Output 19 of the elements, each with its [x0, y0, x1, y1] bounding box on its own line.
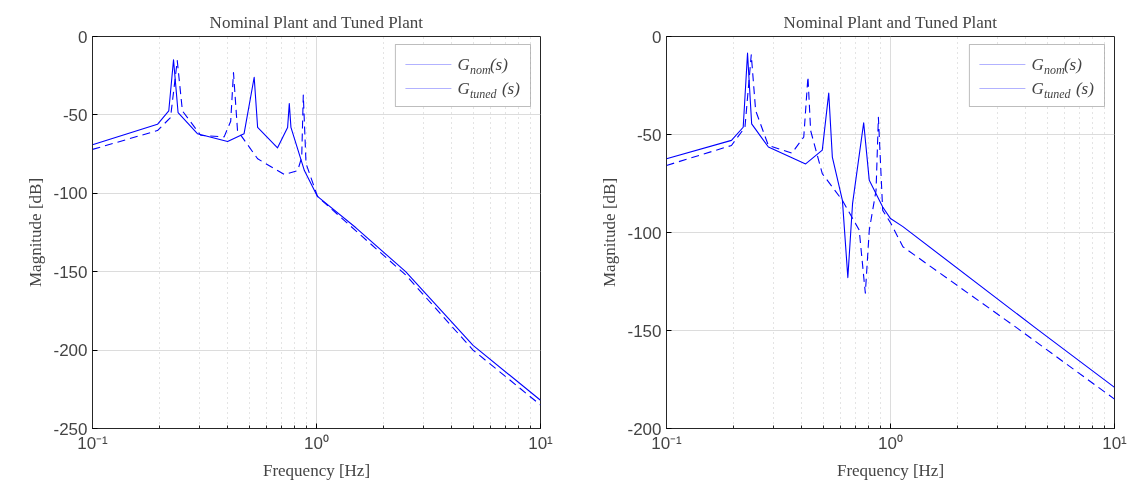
x-axis-title: Frequency [Hz]	[836, 460, 945, 480]
y-tick-label: -50	[636, 125, 662, 145]
y-axis-title: Magnitude [dB]	[26, 177, 46, 288]
x-axis-title: Frequency [Hz]	[262, 460, 371, 480]
x-tick-label: 10⁰	[878, 433, 903, 453]
y-tick-label: 0	[78, 27, 88, 47]
y-tick-label: -50	[62, 105, 88, 125]
y-tick-label: -150	[627, 321, 662, 341]
y-tick-label: -100	[53, 184, 88, 204]
y-axis-title: Magnitude [dB]	[600, 177, 620, 288]
x-tick-label: 10¹	[1102, 433, 1128, 453]
y-tick-label: -100	[627, 223, 662, 243]
y-tick-label: -150	[53, 262, 88, 282]
chart-title: Nominal Plant and Tuned Plant	[783, 12, 998, 32]
x-tick-label: 10¹	[528, 433, 554, 453]
y-tick-label: 0	[652, 27, 662, 47]
y-tick-label: -200	[53, 341, 88, 361]
x-tick-label: 10⁰	[304, 433, 329, 453]
chart-title: Nominal Plant and Tuned Plant	[209, 12, 424, 32]
